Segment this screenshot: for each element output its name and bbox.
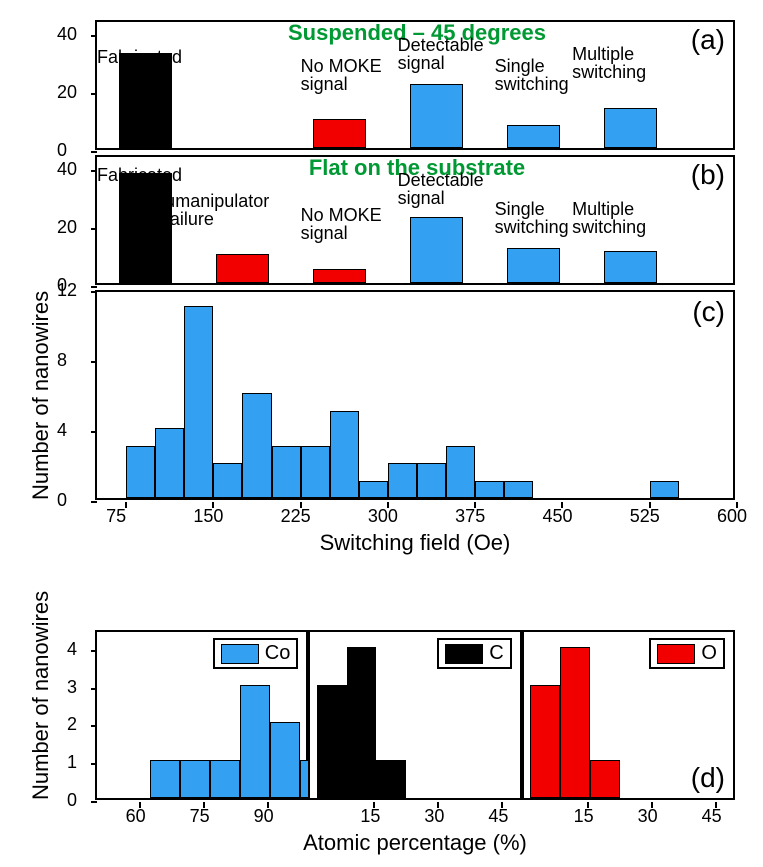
ylabel-abc: Number of nanowires <box>28 291 54 500</box>
bar-b <box>507 248 560 283</box>
legend-label: C <box>489 642 503 665</box>
bar-label-b: Multipleswitching <box>572 200 646 236</box>
legend-label: O <box>701 642 717 665</box>
xtick-c: 75 <box>106 506 126 527</box>
xtick-d: 60 <box>126 806 146 827</box>
bar-b <box>216 254 269 283</box>
xtick-d: 45 <box>488 806 508 827</box>
xtick-c: 300 <box>368 506 398 527</box>
xtick-c: 225 <box>281 506 311 527</box>
ytick-d: 0 <box>67 790 77 811</box>
ytick-c: 4 <box>57 420 67 441</box>
xtick-d: 30 <box>638 806 658 827</box>
bar-d <box>180 760 210 798</box>
panel-d-sub: O (d) <box>522 630 735 800</box>
ytick-c: 12 <box>57 280 77 301</box>
bar-a <box>410 84 463 148</box>
bar-label-b: No MOKEsignal <box>301 206 382 242</box>
bar-d <box>240 685 270 798</box>
bar-d <box>270 722 300 798</box>
xtick-d: 15 <box>574 806 594 827</box>
panel-a: Suspended – 45 degrees(a)FabricatedNo MO… <box>95 20 735 150</box>
xtick-d: 90 <box>254 806 274 827</box>
bar-label-a: Singleswitching <box>495 57 569 93</box>
bar-d <box>376 760 406 798</box>
ytick-c: 0 <box>57 490 67 511</box>
bar-label-b: Fabricated <box>97 166 182 184</box>
bar-c <box>155 428 184 498</box>
bar-c <box>359 481 388 499</box>
bar-d <box>590 760 620 798</box>
bar-c <box>475 481 504 499</box>
ylabel-d: Number of nanowires <box>28 591 54 800</box>
bar-d <box>347 647 377 798</box>
xlabel-d: Atomic percentage (%) <box>95 830 735 856</box>
bar-d <box>530 685 560 798</box>
xtick-c: 450 <box>542 506 572 527</box>
bar-d <box>560 647 590 798</box>
bar-c <box>330 411 359 499</box>
bar-c <box>213 463 242 498</box>
ytick-a: 0 <box>57 140 67 161</box>
bar-d <box>150 760 180 798</box>
bar-c <box>650 481 679 499</box>
bar-d <box>317 685 347 798</box>
bar-label-a: Detectablesignal <box>398 36 484 72</box>
panel-d-letter: (d) <box>691 762 725 794</box>
xtick-c: 600 <box>717 506 747 527</box>
panel-b: Flat on the substrate(b)Fabricatedμmanip… <box>95 155 735 285</box>
bar-label-b: μmanipulatorfailure <box>165 192 269 228</box>
bar-c <box>272 446 301 499</box>
ytick-c: 8 <box>57 350 67 371</box>
panel-c: (c) <box>95 290 735 500</box>
bar-label-a: Fabricated <box>97 48 182 66</box>
xlabel-c: Switching field (Oe) <box>95 530 735 556</box>
legend-d: O <box>649 638 725 669</box>
ytick-b: 40 <box>57 159 77 180</box>
xtick-d: 15 <box>360 806 380 827</box>
bar-c <box>446 446 475 499</box>
panel-d-sub: Co <box>95 630 308 800</box>
xtick-c: 150 <box>193 506 223 527</box>
bar-label-b: Detectablesignal <box>398 171 484 207</box>
bar-label-a: Multipleswitching <box>572 45 646 81</box>
ytick-d: 3 <box>67 677 77 698</box>
bar-label-a: No MOKEsignal <box>301 57 382 93</box>
xtick-c: 375 <box>455 506 485 527</box>
bar-b <box>410 217 463 283</box>
panel-b-letter: (b) <box>691 159 725 191</box>
bar-c <box>242 393 271 498</box>
ytick-d: 1 <box>67 752 77 773</box>
xtick-d: 75 <box>190 806 210 827</box>
panel-a-letter: (a) <box>691 24 725 56</box>
bar-b <box>604 251 657 283</box>
bar-c <box>301 446 330 499</box>
legend-d: Co <box>213 638 299 669</box>
ytick-a: 20 <box>57 82 77 103</box>
ytick-a: 40 <box>57 24 77 45</box>
xtick-d: 30 <box>424 806 444 827</box>
legend-label: Co <box>265 642 291 665</box>
bar-a <box>604 108 657 148</box>
panel-c-letter: (c) <box>692 296 725 328</box>
bar-c <box>126 446 155 499</box>
bar-a <box>313 119 366 148</box>
ytick-d: 2 <box>67 714 77 735</box>
bar-c <box>417 463 446 498</box>
bar-d <box>210 760 240 798</box>
xtick-d: 45 <box>702 806 722 827</box>
bar-c <box>504 481 533 499</box>
bar-label-b: Singleswitching <box>495 200 569 236</box>
bar-a <box>507 125 560 148</box>
panel-d-sub: C <box>308 630 521 800</box>
legend-d: C <box>437 638 511 669</box>
bar-c <box>388 463 417 498</box>
ytick-d: 4 <box>67 639 77 660</box>
bar-c <box>184 306 213 499</box>
bar-b <box>313 269 366 283</box>
xtick-c: 525 <box>630 506 660 527</box>
ytick-b: 20 <box>57 217 77 238</box>
